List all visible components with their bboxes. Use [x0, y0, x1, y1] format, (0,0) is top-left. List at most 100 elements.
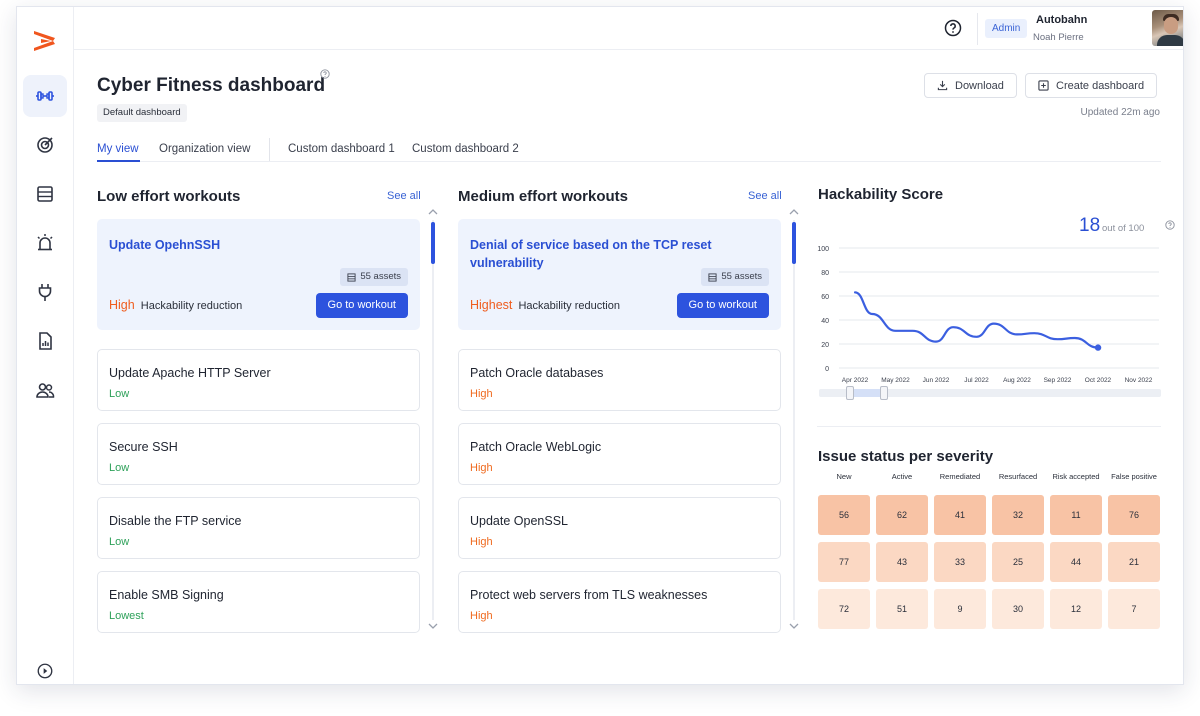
medium-effort-title: Medium effort workouts	[458, 188, 629, 205]
assets-count: 55 assets	[360, 271, 401, 282]
x-tick-label: Jun 2022	[923, 377, 950, 384]
y-tick-label: 100	[817, 246, 829, 253]
heatmap-cell[interactable]: 43	[876, 542, 928, 582]
tab-custom-dashboard-1[interactable]: Custom dashboard 1	[288, 143, 395, 155]
default-dashboard-badge: Default dashboard	[97, 104, 187, 122]
featured-workout-card[interactable]: Denial of service based on the TCP reset…	[458, 219, 781, 330]
list-item[interactable]: Patch Oracle WebLogic High	[458, 423, 781, 485]
help-icon[interactable]	[944, 19, 962, 37]
plus-square-icon	[1038, 80, 1049, 91]
heatmap-cell[interactable]: 9	[934, 589, 986, 629]
target-icon	[37, 137, 53, 153]
workout-title: Enable SMB Signing	[109, 588, 224, 602]
user-name: Noah Pierre	[1033, 32, 1084, 43]
sidebar-item-users[interactable]	[23, 369, 67, 411]
updated-timestamp: Updated 22m ago	[1080, 107, 1160, 118]
issue-status-title: Issue status per severity	[818, 448, 994, 465]
app-window: Admin Autobahn Noah Pierre Cyber Fitness…	[16, 6, 1184, 685]
heatmap-cell[interactable]: 56	[818, 495, 870, 535]
create-dashboard-button[interactable]: Create dashboard	[1025, 73, 1158, 98]
hackability-reduction: High Hackability reduction	[109, 298, 242, 312]
go-to-workout-button[interactable]: Go to workout	[676, 293, 769, 318]
create-dashboard-label: Create dashboard	[1056, 79, 1145, 92]
chevron-up-icon[interactable]	[427, 208, 439, 216]
chevron-up-icon[interactable]	[788, 208, 800, 216]
help-icon[interactable]	[320, 69, 330, 79]
heatmap-cell[interactable]: 72	[818, 589, 870, 629]
reduction-label: Hackability reduction	[518, 300, 620, 312]
x-tick-label: Apr 2022	[842, 377, 869, 384]
date-range-slider[interactable]	[819, 386, 1161, 400]
heatmap-cell[interactable]: 33	[934, 542, 986, 582]
list-item[interactable]: Update Apache HTTP Server Low	[97, 349, 420, 411]
heatmap-cell[interactable]: 25	[992, 542, 1044, 582]
collapse-sidebar-button[interactable]	[23, 651, 67, 684]
download-button[interactable]: Download	[924, 73, 1017, 98]
x-tick-label: Aug 2022	[1003, 377, 1031, 384]
download-icon	[937, 80, 948, 91]
heatmap-cell[interactable]: 41	[934, 495, 986, 535]
alarm-icon	[37, 234, 53, 251]
page-title: Cyber Fitness dashboard	[97, 75, 326, 96]
range-end-handle[interactable]	[880, 386, 888, 400]
server-icon	[37, 186, 53, 202]
heatmap-cell[interactable]: 7	[1108, 589, 1160, 629]
heatmap-cell[interactable]: 21	[1108, 542, 1160, 582]
current-score-point[interactable]	[1094, 344, 1102, 351]
top-header: Admin Autobahn Noah Pierre	[74, 7, 1183, 50]
list-item[interactable]: Update OpenSSL High	[458, 497, 781, 559]
section-divider	[817, 426, 1161, 427]
y-tick-label: 60	[821, 294, 829, 301]
medium-effort-see-all-link[interactable]: See all	[748, 190, 782, 202]
chevron-down-icon[interactable]	[788, 622, 800, 630]
heatmap-cell[interactable]: 32	[992, 495, 1044, 535]
sidebar-item-integrations[interactable]	[23, 271, 67, 313]
list-item[interactable]: Patch Oracle databases High	[458, 349, 781, 411]
report-icon	[39, 332, 52, 350]
avatar[interactable]	[1152, 10, 1183, 46]
heatmap-cell[interactable]: 76	[1108, 495, 1160, 535]
download-label: Download	[955, 79, 1004, 92]
heatmap-cell[interactable]: 11	[1050, 495, 1102, 535]
help-icon[interactable]	[1165, 220, 1175, 230]
sidebar-item-workouts[interactable]	[23, 75, 67, 117]
list-item[interactable]: Disable the FTP service Low	[97, 497, 420, 559]
effort-level: High	[470, 388, 493, 400]
low-effort-scrollbar[interactable]	[427, 208, 439, 632]
effort-level: Low	[109, 536, 130, 548]
range-start-handle[interactable]	[846, 386, 854, 400]
main-content: Cyber Fitness dashboard Default dashboar…	[74, 50, 1183, 684]
reduction-level: High	[109, 298, 135, 312]
sidebar-item-alerts[interactable]	[23, 222, 67, 264]
heatmap-cell[interactable]: 44	[1050, 542, 1102, 582]
low-effort-see-all-link[interactable]: See all	[387, 190, 421, 202]
heatmap-cell[interactable]: 30	[992, 589, 1044, 629]
featured-workout-card[interactable]: Update OpehnSSH 55 assets High Hackabili…	[97, 219, 420, 330]
list-item[interactable]: Secure SSH Low	[97, 423, 420, 485]
brand-logo-icon[interactable]	[31, 27, 59, 55]
series-line	[853, 291, 1100, 349]
medium-effort-scrollbar[interactable]	[788, 208, 800, 632]
workout-title: Protect web servers from TLS weaknesses	[470, 588, 708, 602]
sidebar-item-reports[interactable]	[23, 320, 67, 362]
tab-custom-dashboard-2[interactable]: Custom dashboard 2	[412, 143, 519, 155]
heatmap-column-header: False positive	[1111, 472, 1157, 481]
tab-organization-view[interactable]: Organization view	[159, 143, 251, 155]
tab-my-view[interactable]: My view	[97, 143, 139, 155]
hackability-score-value: 18	[1079, 215, 1101, 236]
y-tick-label: 80	[821, 270, 829, 277]
heatmap-cell[interactable]: 77	[818, 542, 870, 582]
heatmap-cell[interactable]: 12	[1050, 589, 1102, 629]
sidebar-item-targets[interactable]	[23, 124, 67, 166]
heatmap-cell[interactable]: 51	[876, 589, 928, 629]
list-item[interactable]: Protect web servers from TLS weaknesses …	[458, 571, 781, 633]
org-name: Autobahn	[1036, 14, 1088, 26]
go-to-workout-button[interactable]: Go to workout	[315, 293, 408, 318]
heatmap-column-header: Resurfaced	[998, 472, 1038, 481]
assets-count: 55 assets	[721, 271, 762, 282]
chevron-down-icon[interactable]	[427, 622, 439, 630]
heatmap-cell[interactable]: 62	[876, 495, 928, 535]
list-item[interactable]: Enable SMB Signing Lowest	[97, 571, 420, 633]
sidebar-item-assets[interactable]	[23, 173, 67, 215]
workout-title: Update Apache HTTP Server	[109, 366, 271, 380]
